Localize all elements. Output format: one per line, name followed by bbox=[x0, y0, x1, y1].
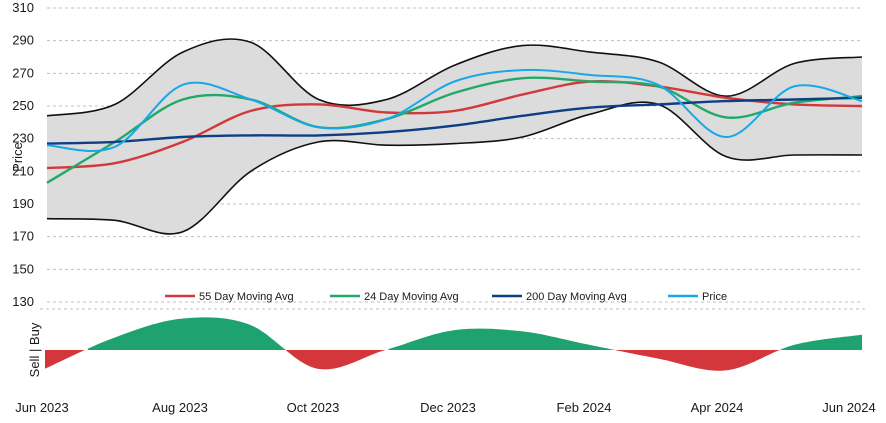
x-tick-label: Apr 2024 bbox=[691, 400, 744, 415]
sell-area bbox=[286, 350, 389, 370]
y-tick-label: 310 bbox=[12, 0, 34, 15]
x-tick-label: Dec 2023 bbox=[420, 400, 476, 415]
y-tick-label: 290 bbox=[12, 33, 34, 48]
price-line bbox=[46, 68, 863, 152]
signal-axis-title: Sell | Buy bbox=[27, 322, 42, 377]
200-day-moving-avg-line bbox=[46, 96, 863, 145]
y-tick-label: 270 bbox=[12, 65, 34, 80]
y-tick-label: 230 bbox=[12, 131, 34, 146]
y-axis-ticks: 130 150 170 190 210 230 250 270 290 310 bbox=[12, 0, 34, 309]
y-tick-label: 210 bbox=[12, 163, 34, 178]
y-tick-label: 170 bbox=[12, 229, 34, 244]
legend-label: Price bbox=[702, 291, 727, 303]
x-tick-label: Jun 2024 bbox=[822, 400, 876, 415]
legend-item: 55 Day Moving Avg bbox=[165, 291, 294, 303]
legend-label: 24 Day Moving Avg bbox=[364, 291, 459, 303]
legend-item: Price bbox=[668, 291, 727, 303]
x-tick-label: Oct 2023 bbox=[287, 400, 340, 415]
buy-area bbox=[779, 334, 862, 350]
x-tick-label: Aug 2023 bbox=[152, 400, 208, 415]
sell-area bbox=[45, 350, 88, 369]
buy-area bbox=[87, 317, 287, 350]
y-tick-label: 190 bbox=[12, 196, 34, 211]
sell-area bbox=[615, 350, 780, 371]
legend-label: 200 Day Moving Avg bbox=[526, 291, 627, 303]
envelope-band bbox=[46, 38, 863, 235]
24-day-moving-avg-line bbox=[46, 76, 863, 184]
buy-area bbox=[388, 328, 616, 350]
legend: 55 Day Moving Avg 24 Day Moving Avg 200 Da… bbox=[165, 291, 727, 303]
band-lower-line bbox=[46, 101, 863, 235]
y-tick-label: 150 bbox=[12, 261, 34, 276]
y-tick-label: 250 bbox=[12, 98, 34, 113]
x-axis-ticks: Jun 2023 Aug 2023 Oct 2023 Dec 2023 Feb 2024… bbox=[15, 400, 876, 415]
band-upper-line bbox=[46, 38, 863, 117]
x-tick-label: Jun 2023 bbox=[15, 400, 69, 415]
band-fill bbox=[47, 38, 862, 234]
buy-sell-signal bbox=[40, 308, 866, 371]
y-axis-title: Price bbox=[10, 142, 25, 172]
legend-label: 55 Day Moving Avg bbox=[199, 291, 294, 303]
y-tick-label: 130 bbox=[12, 294, 34, 309]
legend-item: 24 Day Moving Avg bbox=[330, 291, 459, 303]
legend-item: 200 Day Moving Avg bbox=[492, 291, 627, 303]
x-tick-label: Feb 2024 bbox=[557, 400, 612, 415]
55-day-moving-avg-line bbox=[46, 80, 863, 170]
series-lines bbox=[46, 68, 863, 184]
